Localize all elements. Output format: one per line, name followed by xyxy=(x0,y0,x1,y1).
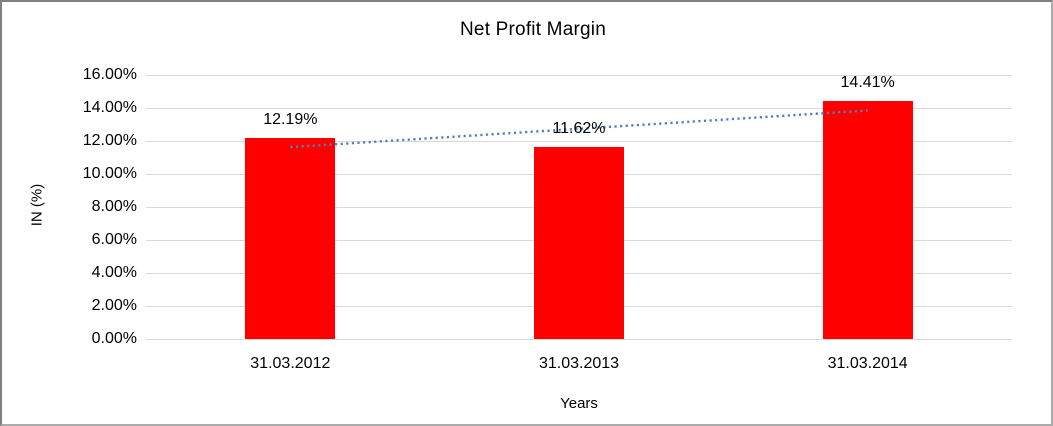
bar-data-label: 12.19% xyxy=(263,110,318,128)
x-tick-label: 31.03.2012 xyxy=(250,355,331,372)
gridline xyxy=(146,74,1012,76)
y-tick-label: 6.00% xyxy=(91,231,137,248)
bar xyxy=(245,137,336,339)
bar-data-label: 14.41% xyxy=(840,74,895,92)
gridline xyxy=(146,107,1012,109)
y-tick-label: 16.00% xyxy=(82,66,137,83)
y-tick-label: 0.00% xyxy=(91,330,137,347)
y-tick-label: 10.00% xyxy=(82,165,137,182)
y-tick-label: 12.00% xyxy=(82,132,137,149)
x-tick-label: 31.03.2014 xyxy=(827,355,908,372)
bar-data-label: 11.62% xyxy=(552,120,606,138)
y-tick-label: 2.00% xyxy=(91,297,137,314)
bar xyxy=(534,147,624,339)
y-tick-label: 4.00% xyxy=(91,264,137,281)
gridline xyxy=(146,338,1012,340)
y-tick-label: 14.00% xyxy=(82,99,137,116)
chart-title: Net Profit Margin xyxy=(460,19,606,40)
x-axis-title: Years xyxy=(560,395,598,412)
x-tick-label: 31.03.2013 xyxy=(538,355,620,372)
bar xyxy=(822,101,913,339)
y-tick-label: 8.00% xyxy=(91,198,137,215)
